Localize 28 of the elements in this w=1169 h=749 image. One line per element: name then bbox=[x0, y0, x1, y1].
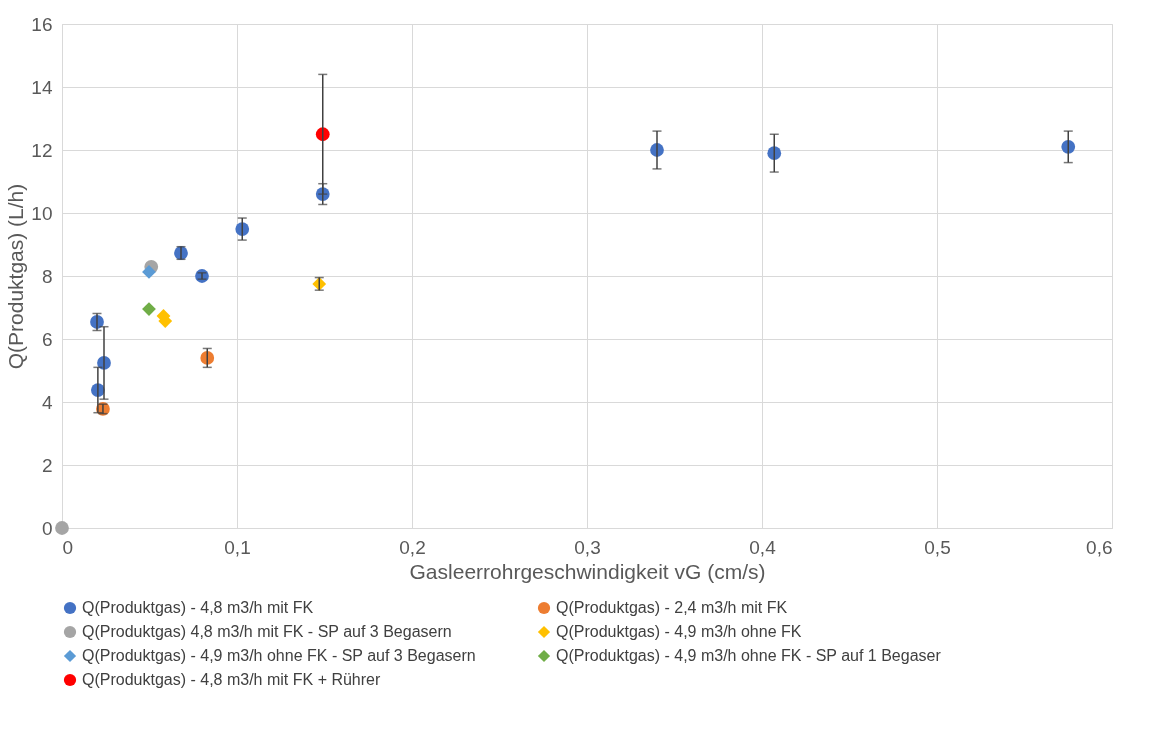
y-tick-label: 16 bbox=[31, 13, 53, 35]
point bbox=[235, 222, 250, 236]
x-tick-label: 0,2 bbox=[399, 536, 426, 558]
x-tick-label: 0 bbox=[62, 536, 74, 558]
legend-label: Q(Produktgas) - 4,9 m3/h ohne FK - SP auf 3 Begasern bbox=[82, 647, 476, 664]
x-tick-label: 0,5 bbox=[924, 536, 951, 558]
point bbox=[55, 521, 69, 535]
point bbox=[142, 265, 156, 279]
y-tick-label: 8 bbox=[41, 265, 53, 287]
legend-label: Q(Produktgas) - 4,9 m3/h ohne FK - SP auf 1 Begaser bbox=[556, 647, 942, 664]
y-axis-title: Q(Produktgas) (L/h) bbox=[4, 183, 28, 370]
x-tick-label: 0,1 bbox=[224, 536, 251, 558]
y-tick-label: 2 bbox=[41, 454, 53, 476]
legend-label: Q(Produktgas) - 2,4 m3/h mit FK bbox=[556, 599, 788, 616]
y-tick-label: 10 bbox=[31, 202, 53, 224]
y-tick-label: 6 bbox=[41, 328, 53, 350]
x-tick-label: 0,6 bbox=[1086, 536, 1113, 558]
x-tick-label: 0,4 bbox=[749, 536, 777, 558]
legend-label: Q(Produktgas) - 4,8 m3/h mit FK bbox=[82, 599, 314, 616]
legend-label: Q(Produktgas) - 4,9 m3/h ohne FK bbox=[556, 623, 802, 640]
legend-label: Q(Produktgas) - 4,8 m3/h mit FK + Rührer bbox=[82, 671, 381, 688]
y-tick-label: 4 bbox=[41, 391, 53, 413]
y-tick-label: 14 bbox=[31, 76, 53, 98]
x-axis-title: Gasleerrohrgeschwindigkeit vG (cm/s) bbox=[409, 559, 766, 583]
legend-label: Q(Produktgas) 4,8 m3/h mit FK - SP auf 3 Begasern bbox=[82, 623, 452, 640]
x-tick-label: 0,3 bbox=[574, 536, 601, 558]
y-tick-label: 12 bbox=[31, 139, 53, 161]
y-tick-label: 0 bbox=[41, 517, 53, 539]
